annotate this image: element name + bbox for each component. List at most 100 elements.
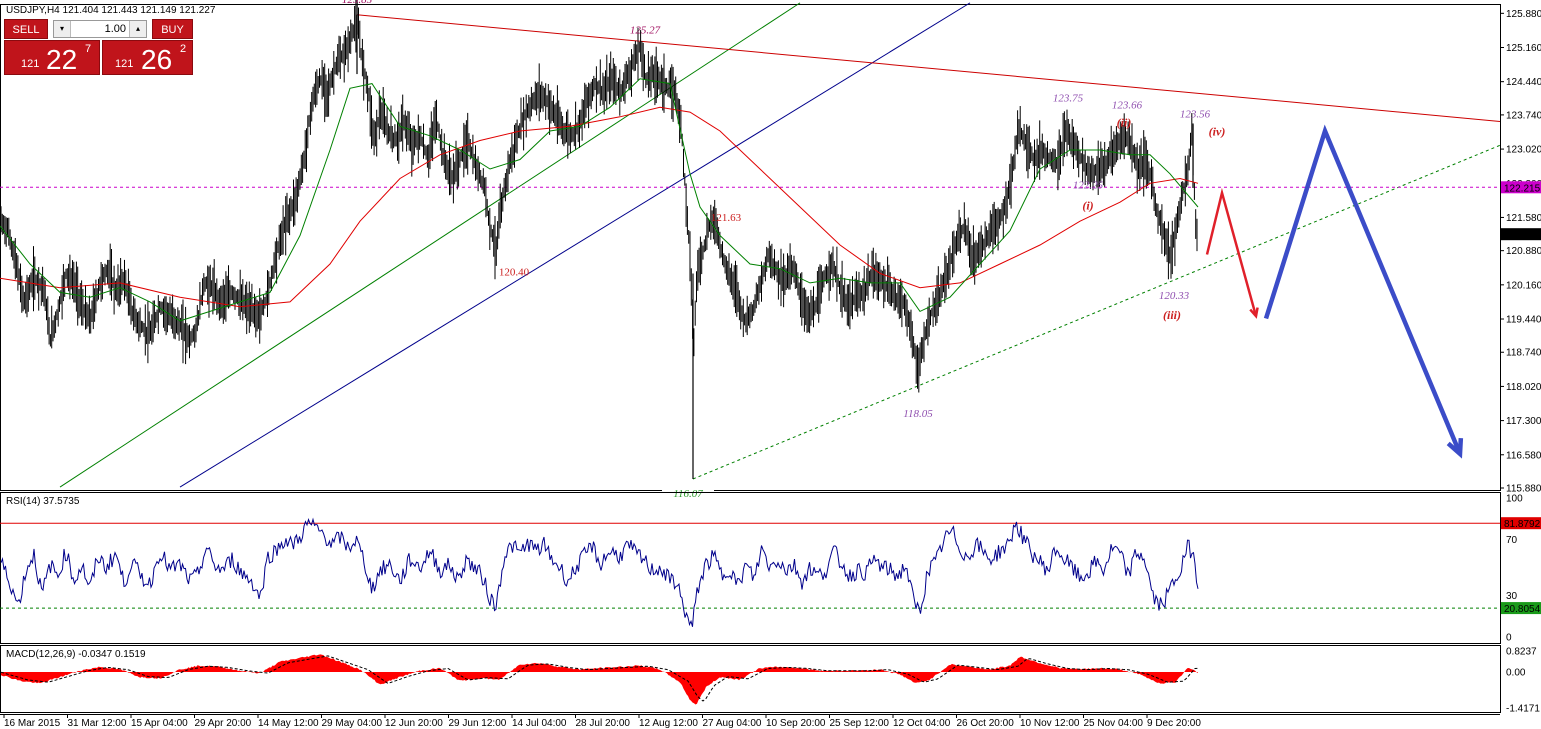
bid-price-big: 22 [46, 44, 78, 75]
price-tick-label: 116.580 [1506, 450, 1541, 461]
annotation-label: 120.40 [499, 266, 530, 278]
time-tick-label: 26 Oct 20:00 [957, 718, 1015, 729]
bid-price-sup: 7 [85, 43, 92, 55]
annotation-label: 122.25 [1073, 180, 1104, 192]
price-tick-label: 120.880 [1506, 246, 1541, 257]
annotation-label: 118.05 [903, 408, 933, 420]
macd-title: MACD(12,26,9) -0.0347 0.1519 [6, 649, 146, 660]
price-tick-label: 117.300 [1506, 416, 1541, 427]
annotation-label: 123.75 [1053, 92, 1084, 104]
main-frame [0, 4, 1501, 491]
time-tick-label: 14 May 12:00 [258, 718, 319, 729]
ask-price-big: 26 [141, 44, 173, 75]
annotation-label: 123.66 [1112, 100, 1143, 112]
price-tick-label: 124.440 [1506, 77, 1541, 88]
time-tick-label: 29 May 04:00 [322, 718, 383, 729]
macd-signal-line [0, 655, 1199, 702]
bid-price-button[interactable]: 121 22 7 [4, 40, 100, 75]
annotation-label: 120.33 [1159, 290, 1190, 302]
time-axis: 16 Mar 2015 31 Mar 12:00 15 Apr 04:00 29 Ap… [0, 714, 1500, 729]
forecast-red-arrow-head [1249, 307, 1259, 319]
annotation-label: (i) [1082, 199, 1093, 213]
resistance-line [356, 14, 1501, 123]
lot-decrease-icon[interactable]: ▾ [54, 21, 71, 37]
ask-price-prefix: 121 [115, 58, 134, 70]
sell-button[interactable]: SELL [4, 19, 48, 39]
time-tick-label: 10 Nov 12:00 [1020, 718, 1080, 729]
rsi-level-label: 81.8792 [1504, 519, 1541, 530]
annotation-label: (ii) [1117, 116, 1132, 130]
lot-increase-icon[interactable]: ▴ [129, 21, 146, 37]
macd-tick-label: 0.8237 [1506, 647, 1537, 658]
time-tick-label: 27 Aug 04:00 [703, 718, 762, 729]
rsi-frame [0, 492, 1501, 644]
buy-button[interactable]: BUY [152, 19, 193, 39]
ask-price-button[interactable]: 121 26 2 [102, 40, 193, 75]
price-tick-label: 123.740 [1506, 110, 1541, 121]
rsi-level-tag [1501, 517, 1541, 530]
rsi-tick-label: 30 [1506, 591, 1518, 602]
ask-price-sup: 2 [180, 43, 187, 55]
price-tick-label: 121.580 [1506, 213, 1541, 224]
macd-tick-label: -1.4171 [1506, 704, 1540, 715]
time-tick-label: 16 Mar 2015 [4, 718, 61, 729]
price-tag [1501, 181, 1541, 194]
forecast-blue-arrow [1263, 124, 1463, 455]
price-tick-label: 120.160 [1506, 280, 1541, 291]
lot-size-field[interactable]: ▾ 1.00 ▴ [53, 20, 147, 38]
green-channel-line [59, 2, 801, 488]
price-panel[interactable]: 125.880125.160124.440123.740123.020122.3… [0, 0, 1541, 500]
price-tag-label: 122.215 [1504, 183, 1541, 194]
ma-fast-line [0, 78, 1199, 322]
rsi-level-label: 20.8054 [1504, 604, 1541, 615]
macd-tick-label: 0.00 [1506, 667, 1526, 678]
macd-panel[interactable]: 0.8237 0.00 -1.4171 [0, 645, 1541, 715]
bid-price-prefix: 121 [21, 58, 40, 70]
lot-size-value[interactable]: 1.00 [104, 23, 126, 35]
forecast-blue-arrow-head [1446, 437, 1464, 459]
annotation-label: 116.07 [673, 488, 703, 500]
annotation-label: (iii) [1163, 308, 1181, 322]
price-tag [1501, 228, 1541, 241]
rsi-title: RSI(14) 37.5735 [6, 496, 80, 507]
ma-slow-line [0, 106, 1199, 308]
time-tick-label: 25 Nov 04:00 [1084, 718, 1144, 729]
time-tick-label: 12 Aug 12:00 [639, 718, 698, 729]
time-tick-label: 15 Apr 04:00 [131, 718, 188, 729]
price-tick-label: 115.880 [1506, 484, 1541, 495]
price-tick-label: 119.440 [1506, 315, 1541, 326]
blue-channel-line [179, 2, 971, 488]
time-tick-label: 10 Sep 20:00 [766, 718, 826, 729]
price-tick-label: 118.740 [1506, 348, 1541, 359]
macd-frame [0, 645, 1501, 713]
price-tick-label: 118.020 [1506, 382, 1541, 393]
one-click-trading-panel: SELL ▾ 1.00 ▴ BUY 121 22 7 121 26 2 [4, 19, 193, 75]
annotation-label: 125.27 [630, 24, 661, 36]
time-tick-label: 28 Jul 20:00 [576, 718, 631, 729]
rsi-panel[interactable]: 100 70 30 0 81.8792 20.8054 [0, 492, 1541, 644]
forecast-red-arrow [1205, 187, 1258, 317]
annotation-label: 121.63 [711, 212, 742, 224]
time-tick-label: 29 Jun 12:00 [449, 718, 507, 729]
price-tick-label: 123.020 [1506, 145, 1541, 156]
time-tick-label: 12 Jun 20:00 [385, 718, 443, 729]
price-tick-label: 125.160 [1506, 43, 1541, 54]
rsi-line [0, 517, 1199, 627]
annotation-label: (iv) [1209, 124, 1226, 138]
rsi-level-tag [1501, 602, 1541, 615]
macd-histogram [1, 654, 1198, 705]
time-tick-label: 29 Apr 20:00 [195, 718, 252, 729]
price-tick-label: 125.880 [1506, 9, 1541, 20]
time-tick-label: 25 Sep 12:00 [830, 718, 890, 729]
time-tick-label: 12 Oct 04:00 [893, 718, 951, 729]
rsi-tick-label: 70 [1506, 535, 1518, 546]
support-dashed-line [692, 144, 1501, 480]
price-tag-label: 121.227 [1504, 230, 1541, 241]
annotation-label: 123.56 [1180, 108, 1211, 120]
time-tick-label: 9 Dec 20:00 [1147, 718, 1201, 729]
rsi-tick-label: 0 [1506, 633, 1512, 644]
time-tick-label: 14 Jul 04:00 [512, 718, 567, 729]
symbol-header: USDJPY,H4 121.404 121.443 121.149 121.22… [6, 5, 216, 16]
annotation-label: 125.85 [342, 0, 373, 6]
